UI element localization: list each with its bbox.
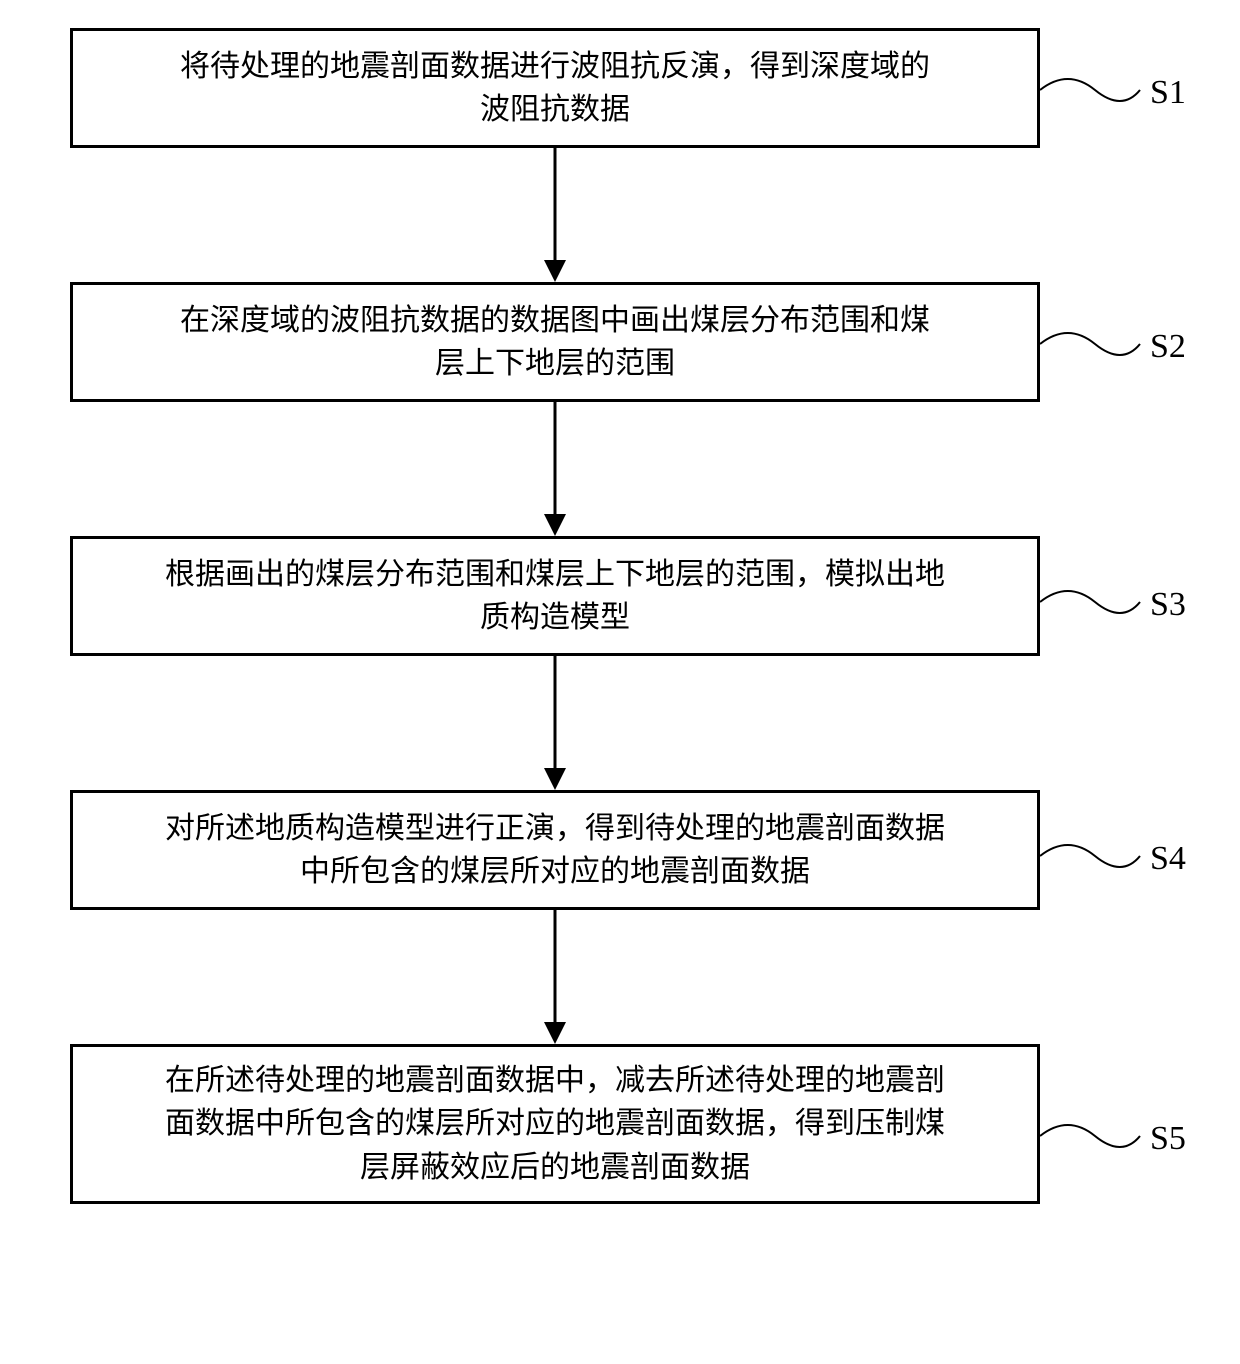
flow-node-s5-text: 在所述待处理的地震剖面数据中，减去所述待处理的地震剖 面数据中所包含的煤层所对应… bbox=[165, 1059, 945, 1190]
arrow-s1-s2 bbox=[540, 148, 570, 282]
flow-node-s3-text: 根据画出的煤层分布范围和煤层上下地层的范围，模拟出地 质构造模型 bbox=[165, 553, 945, 640]
leader-s2 bbox=[1040, 314, 1150, 374]
arrow-s2-s3 bbox=[540, 402, 570, 536]
leader-s3 bbox=[1040, 572, 1150, 632]
flowchart-canvas: 将待处理的地震剖面数据进行波阻抗反演，得到深度域的 波阻抗数据 S1 在深度域的… bbox=[0, 0, 1240, 1364]
leader-s4 bbox=[1040, 826, 1150, 886]
flow-node-s3: 根据画出的煤层分布范围和煤层上下地层的范围，模拟出地 质构造模型 bbox=[70, 536, 1040, 656]
step-label-s3: S3 bbox=[1150, 586, 1186, 624]
leader-s1 bbox=[1040, 60, 1150, 120]
step-label-s4: S4 bbox=[1150, 840, 1186, 878]
flow-node-s1: 将待处理的地震剖面数据进行波阻抗反演，得到深度域的 波阻抗数据 bbox=[70, 28, 1040, 148]
flow-node-s4-text: 对所述地质构造模型进行正演，得到待处理的地震剖面数据 中所包含的煤层所对应的地震… bbox=[165, 807, 945, 894]
flow-node-s4: 对所述地质构造模型进行正演，得到待处理的地震剖面数据 中所包含的煤层所对应的地震… bbox=[70, 790, 1040, 910]
flow-node-s5: 在所述待处理的地震剖面数据中，减去所述待处理的地震剖 面数据中所包含的煤层所对应… bbox=[70, 1044, 1040, 1204]
flow-node-s2-text: 在深度域的波阻抗数据的数据图中画出煤层分布范围和煤 层上下地层的范围 bbox=[180, 299, 930, 386]
flow-node-s2: 在深度域的波阻抗数据的数据图中画出煤层分布范围和煤 层上下地层的范围 bbox=[70, 282, 1040, 402]
step-label-s5: S5 bbox=[1150, 1120, 1186, 1158]
step-label-s1: S1 bbox=[1150, 74, 1186, 112]
leader-s5 bbox=[1040, 1106, 1150, 1166]
flow-node-s1-text: 将待处理的地震剖面数据进行波阻抗反演，得到深度域的 波阻抗数据 bbox=[180, 45, 930, 132]
arrow-s4-s5 bbox=[540, 910, 570, 1044]
arrow-s3-s4 bbox=[540, 656, 570, 790]
step-label-s2: S2 bbox=[1150, 328, 1186, 366]
